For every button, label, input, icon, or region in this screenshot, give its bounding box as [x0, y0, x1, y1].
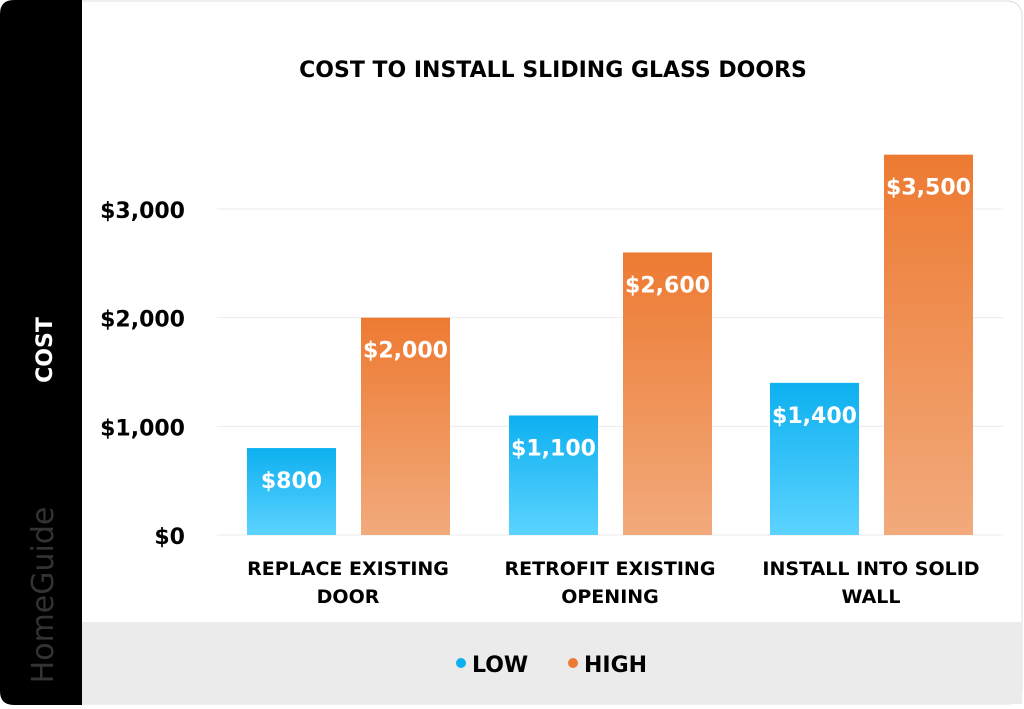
x-tick-label: INSTALL INTO SOLID — [762, 558, 979, 580]
data-label: $1,100 — [511, 436, 596, 461]
y-tick-label: $3,000 — [100, 199, 185, 224]
bar-high — [884, 154, 973, 535]
x-tick-label: REPLACE EXISTING — [247, 558, 449, 580]
chart-title: COST TO INSTALL SLIDING GLASS DOORS — [299, 58, 807, 83]
y-axis-label: COST — [33, 317, 58, 383]
data-label: $3,500 — [886, 176, 971, 201]
x-tick-label: OPENING — [561, 586, 659, 608]
legend: LOW HIGH — [456, 653, 647, 678]
data-label: $2,000 — [363, 339, 448, 364]
bar-high — [623, 252, 712, 535]
bar-low — [509, 415, 598, 535]
y-tick-label: $2,000 — [100, 308, 185, 333]
legend-low-dot — [456, 658, 466, 668]
legend-high-dot — [568, 658, 578, 668]
bar-low — [770, 382, 859, 535]
brand-logo: HomeGuide — [26, 507, 61, 684]
data-label: $800 — [261, 469, 322, 494]
legend-low-label: LOW — [472, 653, 528, 678]
bar-high — [361, 317, 450, 535]
x-tick-label: DOOR — [317, 586, 380, 608]
data-label: $1,400 — [772, 404, 857, 429]
y-tick-label: $0 — [154, 525, 185, 550]
x-tick-label: RETROFIT EXISTING — [505, 558, 716, 580]
sidebar — [0, 0, 82, 705]
bar-low — [247, 448, 336, 535]
legend-band — [82, 622, 1022, 704]
legend-high-label: HIGH — [584, 653, 647, 678]
x-tick-label: WALL — [841, 586, 900, 608]
y-tick-label: $1,000 — [100, 416, 185, 441]
data-label: $2,600 — [625, 273, 710, 298]
